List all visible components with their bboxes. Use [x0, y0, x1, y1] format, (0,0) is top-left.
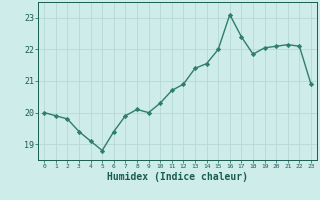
X-axis label: Humidex (Indice chaleur): Humidex (Indice chaleur)	[107, 172, 248, 182]
